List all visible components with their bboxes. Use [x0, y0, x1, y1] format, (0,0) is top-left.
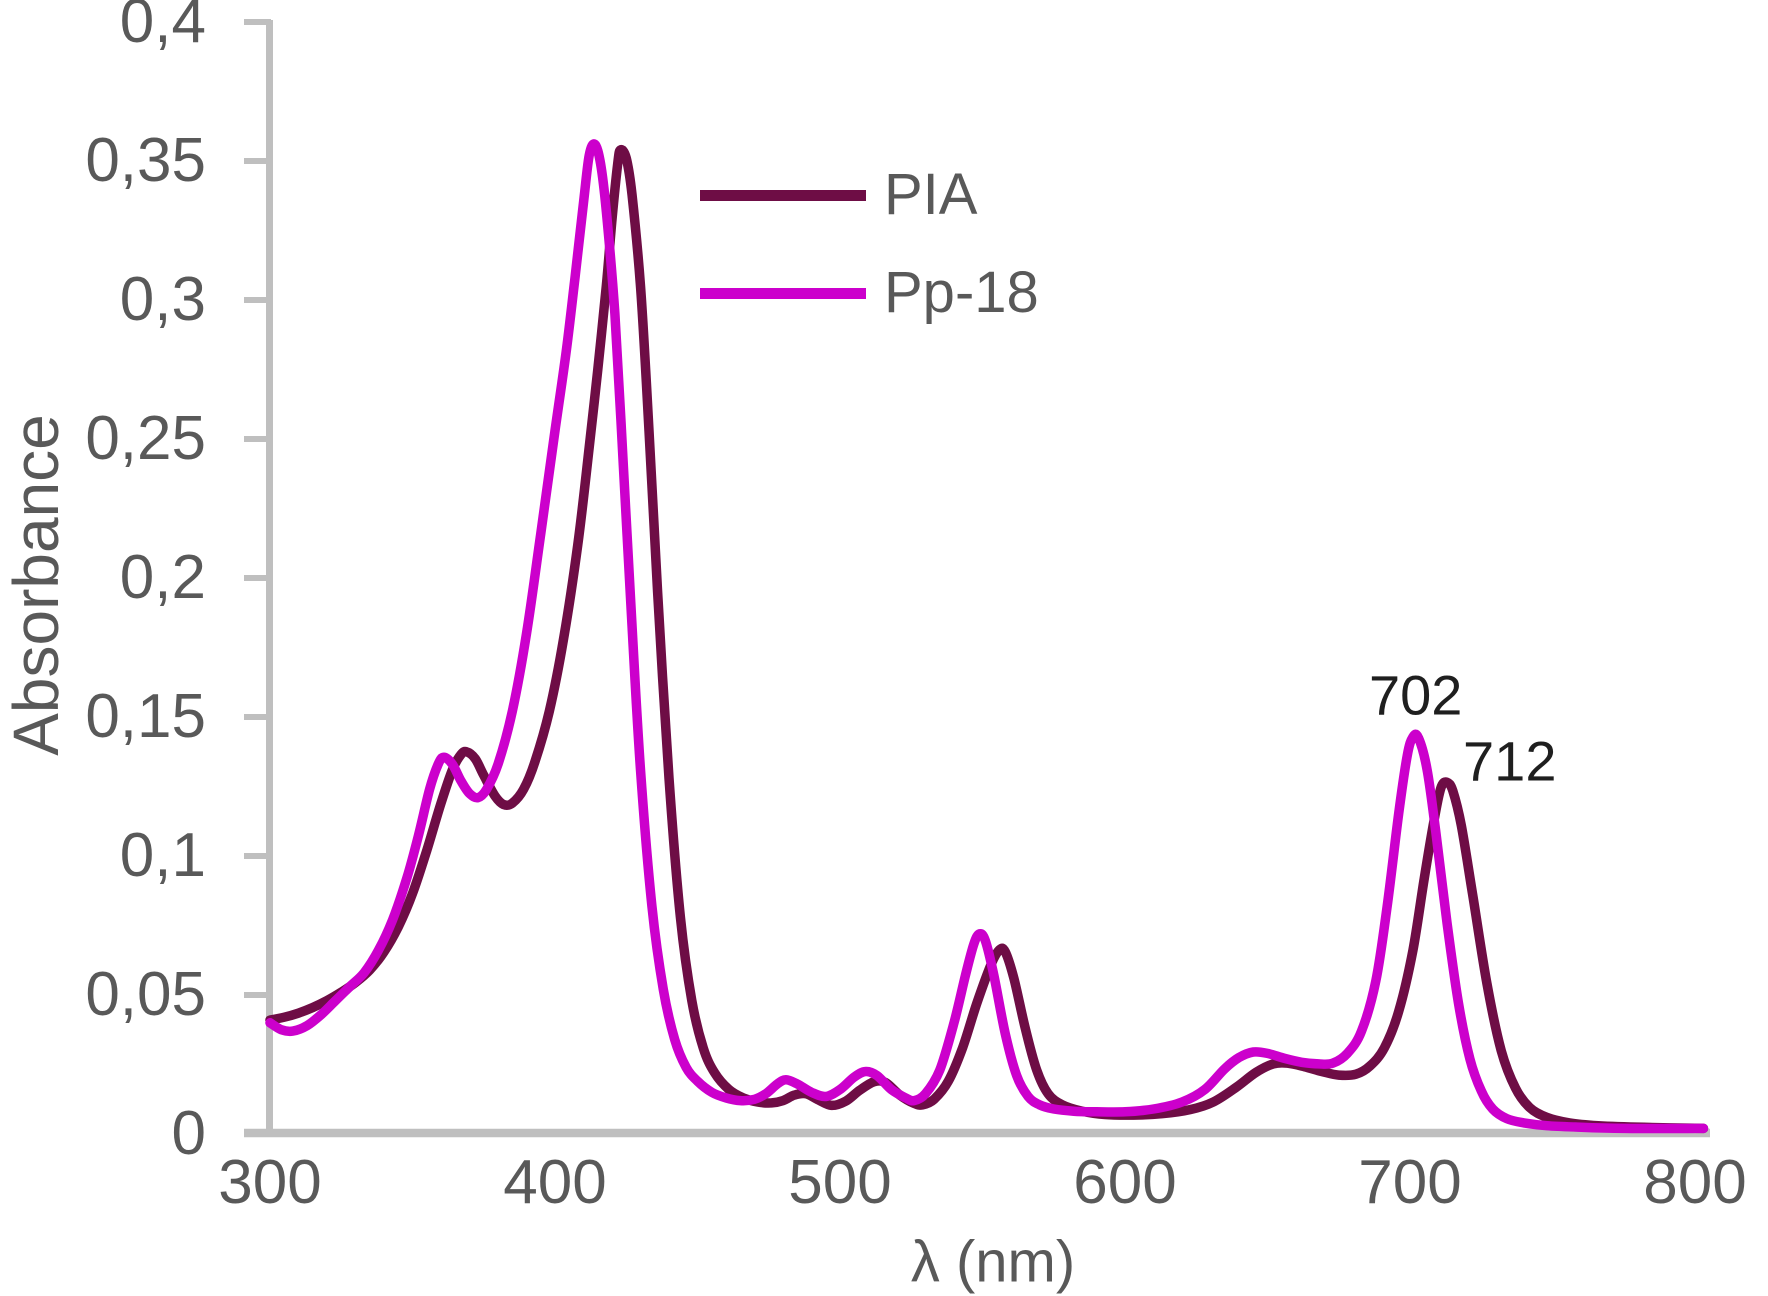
x-tick-label: 400: [503, 1148, 607, 1217]
spectra-curves: [265, 139, 1709, 1134]
legend-label-pia: PIA: [884, 162, 978, 227]
y-tick-label: 0,05: [85, 960, 206, 1029]
x-tick-label: 500: [788, 1148, 892, 1217]
series-curve-Pp-18: [265, 139, 1709, 1134]
x-tick-label: 600: [1073, 1148, 1177, 1217]
axes: [244, 19, 1710, 1138]
legend: PIA Pp-18: [700, 146, 1039, 342]
y-tick-label: 0,3: [119, 265, 206, 334]
series-curve-PIA: [265, 144, 1709, 1134]
legend-item-pp18: Pp-18: [700, 244, 1039, 342]
legend-item-pia: PIA: [700, 146, 1039, 244]
x-tick-label: 300: [218, 1148, 322, 1217]
y-tick-label: 0,2: [119, 543, 206, 612]
x-tick-label: 700: [1358, 1148, 1462, 1217]
peak-annotation-712: 712: [1463, 729, 1557, 793]
legend-label-pp18: Pp-18: [884, 260, 1039, 325]
y-tick-label: 0,4: [119, 0, 206, 56]
y-tick-label: 0: [171, 1099, 206, 1168]
pp18-line-swatch: [700, 287, 866, 299]
pia-line-swatch: [700, 189, 866, 201]
x-tick-label: 800: [1643, 1148, 1747, 1217]
y-tick-label: 0,25: [85, 404, 206, 473]
x-axis-title: λ (nm): [910, 1229, 1076, 1295]
peak-annotation-702: 702: [1368, 663, 1463, 727]
y-tick-label: 0,35: [85, 126, 206, 195]
y-tick-label: 0,15: [85, 682, 206, 751]
y-tick-label: 0,1: [119, 821, 206, 890]
